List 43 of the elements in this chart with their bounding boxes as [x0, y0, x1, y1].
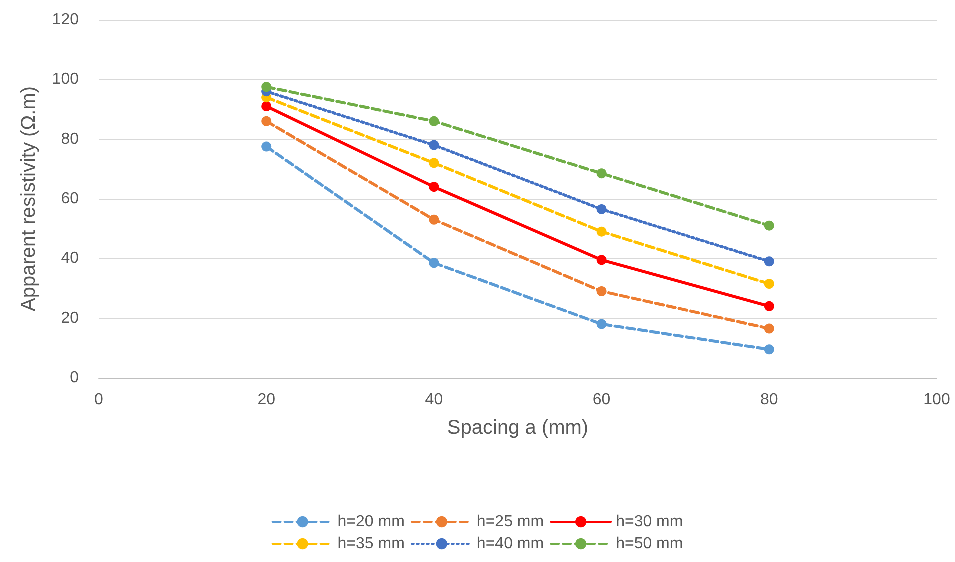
x-tick-label: 0 [94, 392, 104, 408]
point [429, 258, 440, 268]
point [764, 324, 774, 334]
x-tick-label: 80 [760, 392, 778, 408]
x-tick-label: 40 [425, 392, 444, 408]
point [429, 116, 440, 126]
point [764, 344, 774, 355]
point [596, 319, 607, 330]
legend-label: h=35 mm [338, 536, 405, 552]
point [429, 214, 440, 225]
legend-label: h=20 mm [338, 514, 405, 530]
point [429, 182, 440, 192]
y-tick-label: 0 [70, 370, 80, 386]
point [262, 82, 272, 92]
point [429, 140, 440, 150]
legend-label: h=30 mm [616, 514, 684, 530]
point [262, 116, 272, 126]
legend-label: h=40 mm [476, 536, 544, 552]
point [596, 226, 607, 237]
point [764, 220, 774, 231]
y-tick-label: 80 [61, 130, 80, 148]
legend-label: h=25 mm [476, 514, 544, 530]
y-tick-label: 40 [61, 250, 80, 268]
y-tick-label: 100 [52, 71, 80, 88]
point [262, 102, 272, 112]
y-axis-title: Apparent resistivity (Ω.m) [18, 86, 40, 312]
x-tick-label: 100 [924, 392, 950, 408]
x-tick-label: 20 [258, 392, 276, 408]
point [596, 204, 607, 214]
point [596, 286, 607, 296]
x-axis-title: Spacing a (mm) [447, 417, 589, 439]
point [262, 142, 272, 152]
point [596, 168, 607, 179]
legend-label: h=50 mm [616, 536, 684, 552]
point [596, 255, 607, 266]
y-tick-label: 120 [52, 12, 80, 28]
y-tick-label: 20 [61, 310, 80, 327]
point [764, 301, 774, 312]
point [764, 256, 774, 267]
point [429, 158, 440, 168]
x-tick-label: 60 [592, 392, 611, 408]
y-tick-label: 60 [61, 190, 80, 208]
point [764, 279, 774, 290]
